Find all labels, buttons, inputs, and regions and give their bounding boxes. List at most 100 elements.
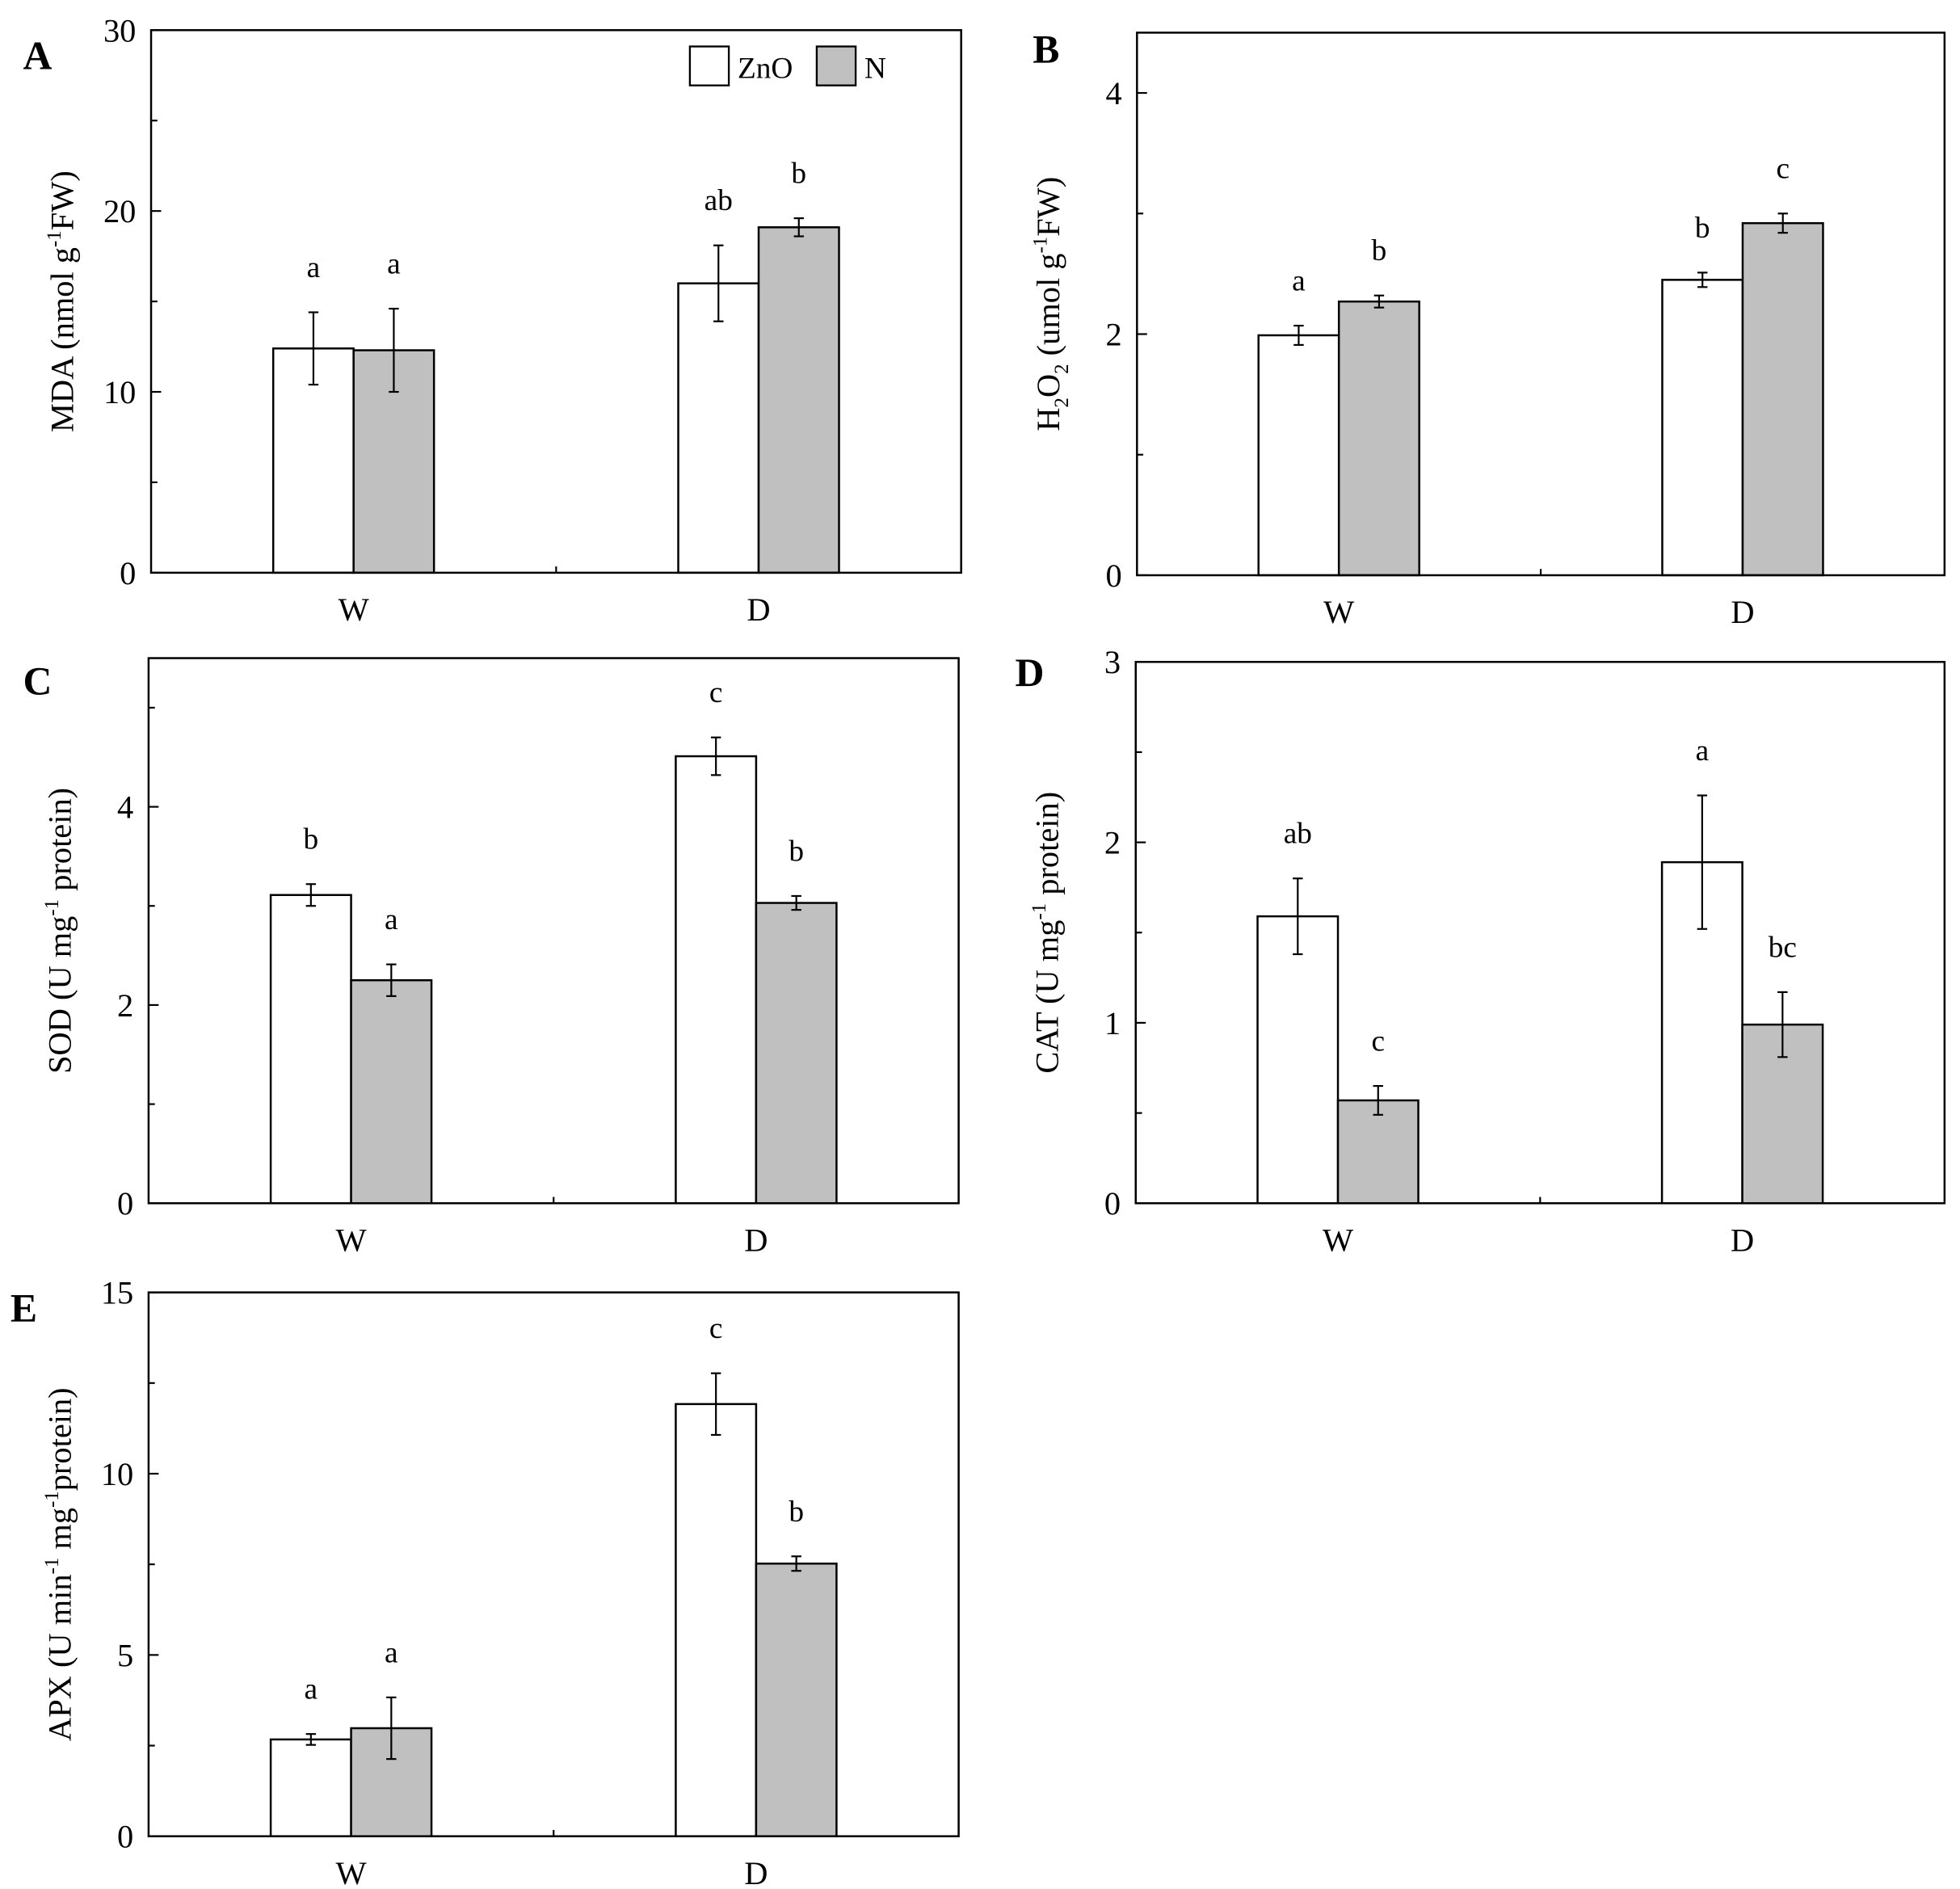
y-tick-label: 0 <box>1104 1185 1121 1222</box>
y-tick-label: 15 <box>101 1275 133 1311</box>
bar-n-d <box>757 226 840 574</box>
y-axis-label-part: APX (U min <box>42 1574 78 1741</box>
significance-letter: a <box>1696 734 1710 768</box>
y-axis-label-part: 2 <box>1051 398 1073 407</box>
y-tick-label: 5 <box>117 1637 133 1673</box>
significance-letter: ab <box>1284 818 1312 851</box>
y-axis-label-part: protein) <box>42 1387 78 1491</box>
x-tick-label: D <box>747 591 770 628</box>
y-axis-label-part: protein) <box>1028 792 1065 903</box>
x-tick-label: W <box>1323 594 1355 630</box>
y-tick-label: 4 <box>1105 75 1121 111</box>
x-tick-label: D <box>1731 594 1754 630</box>
y-tick-label: 2 <box>117 987 133 1024</box>
y-tick-label: 0 <box>117 1819 133 1855</box>
y-tick-label: 0 <box>120 555 136 591</box>
bar-zno-w <box>269 1738 352 1837</box>
y-tick-label: 20 <box>103 193 136 229</box>
significance-letter: a <box>1292 265 1306 298</box>
bar-n-d <box>755 902 838 1205</box>
bar-n-w <box>1336 1099 1420 1205</box>
y-axis-label: SOD (U mg-1 protein) <box>41 788 78 1074</box>
y-tick-label: 0 <box>117 1185 133 1222</box>
bar-zno-w <box>1257 334 1340 577</box>
y-axis-label-part: mg <box>42 1508 78 1558</box>
x-tick-label: W <box>1323 1222 1354 1258</box>
legend-label-zno: ZnO <box>738 52 793 85</box>
y-tick-label: 2 <box>1105 316 1121 352</box>
y-tick-label: 0 <box>1105 557 1121 594</box>
significance-letter: a <box>305 1673 318 1706</box>
y-axis-label-part: O <box>1030 374 1066 398</box>
legend-swatch-zno <box>688 45 730 86</box>
panel-label: A <box>23 33 52 78</box>
significance-letter: bc <box>1769 931 1797 964</box>
y-tick-label: 2 <box>1104 825 1121 861</box>
panel-label: C <box>23 659 52 704</box>
significance-letter: c <box>709 676 723 709</box>
x-tick-label: D <box>744 1855 768 1889</box>
y-axis-label: H2O2 (umol g-1FW) <box>1029 177 1072 431</box>
y-axis-label-part: (umol g <box>1030 253 1066 364</box>
bar-zno-w <box>269 894 352 1205</box>
significance-letter: c <box>1372 1025 1386 1058</box>
y-tick-label: 30 <box>103 12 136 48</box>
y-tick-label: 10 <box>101 1456 133 1492</box>
panel-a: Aa a Wab b D 0 10 20 30 MDA (nmol g-1FW) <box>23 12 962 628</box>
bar-n-w <box>350 978 433 1205</box>
x-tick-label: W <box>336 1222 368 1258</box>
x-tick-label: D <box>1731 1222 1754 1258</box>
bar-zno-d <box>1661 279 1744 577</box>
significance-letter: ab <box>705 184 733 217</box>
bar-n-d <box>755 1563 838 1837</box>
bar-zno-w <box>271 347 355 574</box>
legend: ZnO N <box>688 45 886 86</box>
significance-letter: b <box>1695 212 1710 245</box>
bar-n-d <box>1741 221 1824 577</box>
significance-letter: b <box>789 1496 804 1529</box>
y-axis-label-part: CAT (U mg <box>1028 920 1065 1074</box>
y-axis-label: MDA (nmol g-1FW) <box>44 170 81 432</box>
y-axis-label-part: -1 <box>1029 237 1051 254</box>
x-tick-label: W <box>336 1855 368 1889</box>
y-axis-label-part: SOD (U mg <box>42 916 78 1074</box>
y-tick-label: 3 <box>1104 644 1121 680</box>
bar-zno-d <box>675 755 758 1205</box>
y-axis-label-part: 2 <box>1051 364 1073 373</box>
bar-zno-w <box>1256 915 1340 1205</box>
y-axis-label-part: H <box>1030 407 1066 431</box>
significance-letter: c <box>709 1312 723 1345</box>
y-tick-label: 10 <box>103 374 136 410</box>
panel-label: E <box>11 1285 37 1330</box>
significance-letter: a <box>387 248 401 281</box>
significance-letter: b <box>791 158 806 191</box>
legend-label-n: N <box>864 52 886 85</box>
y-axis-label-part: FW) <box>44 170 81 230</box>
significance-letter: a <box>385 1636 398 1669</box>
y-axis-label-part: -1 <box>44 230 65 247</box>
significance-letter: a <box>307 251 321 284</box>
y-axis-label: APX (U min-1 mg-1protein) <box>41 1387 78 1741</box>
y-axis-label-part: MDA (nmol g <box>44 247 81 432</box>
panel-c: Cb a Wc b D 0 2 4 SOD (U mg-1 protein) <box>23 657 960 1258</box>
legend-swatch-n <box>815 45 857 86</box>
y-tick-label: 4 <box>117 789 133 826</box>
significance-letter: b <box>789 835 804 868</box>
panel-label: D <box>1016 650 1045 695</box>
x-tick-label: D <box>744 1222 768 1258</box>
y-axis-label-part: -1 <box>41 899 63 916</box>
y-axis-label: CAT (U mg-1 protein) <box>1028 792 1066 1074</box>
bar-zno-d <box>677 282 760 574</box>
y-axis-label-part: -1 <box>41 1558 63 1575</box>
x-tick-label: W <box>339 591 370 628</box>
significance-letter: c <box>1776 153 1790 186</box>
y-axis-label-part: FW) <box>1030 177 1066 237</box>
significance-letter: b <box>304 823 319 856</box>
bar-n-w <box>1337 300 1420 577</box>
bar-zno-d <box>675 1403 758 1837</box>
y-axis-label-part: protein) <box>42 788 78 899</box>
